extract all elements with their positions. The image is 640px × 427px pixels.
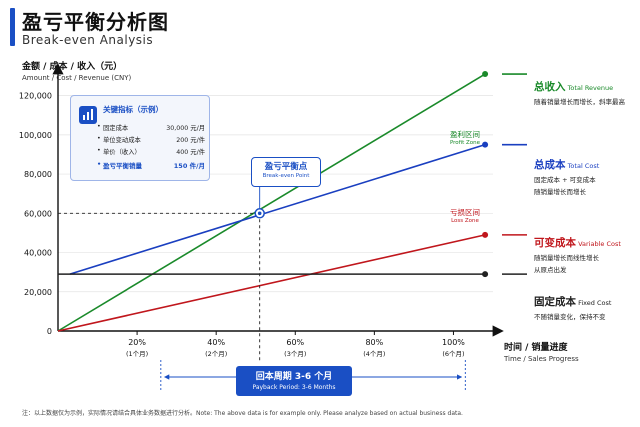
x-axis-label-en: Time / Sales Progress (503, 355, 579, 363)
payback-box: 回本周期 3-6 个月 Payback Period: 3-6 Months (236, 366, 352, 396)
y-axis-label-en: Amount / Cost / Revenue (CNY) (22, 74, 132, 82)
y-tick-label: 40,000 (24, 249, 52, 258)
legend-desc: 固定成本 + 可变成本 (534, 176, 596, 184)
legend-desc: 随销量增长而增长 (534, 188, 586, 196)
y-axis-label: 金额 / 成本 / 收入（元） (21, 60, 122, 72)
legend-desc: 从原点出发 (534, 266, 567, 274)
series-endpoint-revenue (482, 71, 489, 78)
metrics-row-label: 固定成本 (103, 125, 129, 132)
metrics-row: • 单价（收入） 400 元/件 (97, 147, 205, 156)
breakeven-label-en: Break-even Point (262, 173, 310, 179)
legend-entry-fixed: 固定成本 Fixed Cost 不随销量变化，保持不变 (534, 293, 638, 322)
loss-zone-label: 亏损区间 Loss Zone (450, 208, 480, 224)
x-tick-label: 100% (442, 338, 465, 347)
series-endpoint-variable (482, 231, 489, 238)
series-endpoint-total (482, 141, 489, 148)
x-tick-label: 20% (128, 338, 146, 347)
payback-label-en: Payback Period: 3-6 Months (252, 384, 336, 391)
metrics-row-label: 单位变动成本 (103, 137, 141, 144)
metrics-highlight-value: 150 件/月 (173, 162, 205, 170)
y-tick-label: 0 (47, 327, 52, 336)
legend-name: 固定成本 (534, 296, 576, 308)
chart-title: 盈亏平衡分析图 (22, 10, 169, 34)
x-tick-sublabel: (4个月) (363, 350, 385, 358)
metrics-row-value: 400 元/件 (176, 149, 205, 156)
chart-subtitle: Break-even Analysis (22, 33, 154, 47)
series-endpoint-fixed (482, 271, 489, 278)
metrics-row-label: 单价（收入） (103, 149, 141, 156)
legend-entry-revenue: 总收入 Total Revenue 随着销量增长而增长，斜率最高 (534, 78, 638, 107)
x-tick-sublabel: (3个月) (284, 350, 306, 358)
metrics-chart-icon (79, 106, 97, 124)
y-tick-label: 120,000 (19, 92, 52, 101)
payback-label: 回本周期 3-6 个月 (255, 372, 333, 382)
metrics-highlight-label: 盈亏平衡销量 (103, 162, 142, 170)
y-tick-label: 80,000 (24, 170, 52, 179)
legend-name-en: Total Revenue (565, 84, 614, 92)
metrics-row-value: 200 元/件 (176, 137, 205, 144)
y-tick-label: 60,000 (24, 209, 52, 218)
x-tick-sublabel: (1个月) (126, 350, 148, 358)
metrics-row-value: 30,000 元/月 (166, 125, 205, 132)
breakeven-callout: 盈亏平衡点 Break-even Point (251, 157, 321, 187)
profit-zone-label: 盈利区间 Profit Zone (449, 130, 481, 146)
x-tick-label: 60% (286, 338, 304, 347)
legend-title-total: 总成本 Total Cost (534, 156, 638, 173)
legend-title-fixed: 固定成本 Fixed Cost (534, 293, 638, 310)
breakeven-point-center (257, 211, 262, 216)
x-axis-label: 时间 / 销量进度 (504, 341, 569, 353)
title-accent-bar (10, 8, 15, 46)
x-tick-label: 40% (207, 338, 225, 347)
legend-entry-total: 总成本 Total Cost 固定成本 + 可变成本 随销量增长而增长 (534, 156, 638, 197)
legend-name-en: Fixed Cost (576, 299, 612, 307)
y-tick-label: 20,000 (24, 288, 52, 297)
metrics-title: 关键指标（示例） (103, 105, 163, 114)
legend-desc: 随着销量增长而增长，斜率最高 (534, 98, 625, 106)
legend-title-revenue: 总收入 Total Revenue (534, 78, 638, 95)
key-metrics-panel: 关键指标（示例） • 固定成本 30,000 元/月 • 单位变动成本 200 元/件 • 单… (70, 95, 210, 181)
legend-name-en: Variable Cost (576, 240, 621, 248)
metrics-row: • 单位变动成本 200 元/件 (97, 135, 205, 144)
metrics-highlight-row: • 盈亏平衡销量 150 件/月 (97, 160, 205, 170)
legend-desc: 不随销量变化，保持不变 (534, 313, 606, 321)
x-tick-sublabel: (2个月) (205, 350, 227, 358)
legend-entry-variable: 可变成本 Variable Cost 随销量增长而线性增长 从原点出发 (534, 234, 638, 275)
x-tick-label: 80% (365, 338, 383, 347)
series-line-total (69, 143, 486, 275)
legend-name: 可变成本 (534, 237, 576, 249)
legend-desc: 随销量增长而线性增长 (534, 254, 599, 262)
series-line-revenue (57, 73, 486, 332)
legend-name-en: Total Cost (565, 162, 600, 170)
breakeven-label: 盈亏平衡点 (264, 162, 308, 172)
footnote: 注：以上数据仅为示例，实际情况请结合具体业务数据进行分析。Note: The a… (22, 410, 463, 417)
y-tick-label: 100,000 (19, 131, 52, 140)
x-tick-sublabel: (6个月) (442, 350, 464, 358)
legend-name: 总成本 (534, 159, 566, 171)
series-line-variable (57, 234, 486, 332)
metrics-row: • 固定成本 30,000 元/月 (97, 123, 205, 132)
legend-title-variable: 可变成本 Variable Cost (534, 234, 638, 251)
legend-name: 总收入 (534, 81, 566, 93)
